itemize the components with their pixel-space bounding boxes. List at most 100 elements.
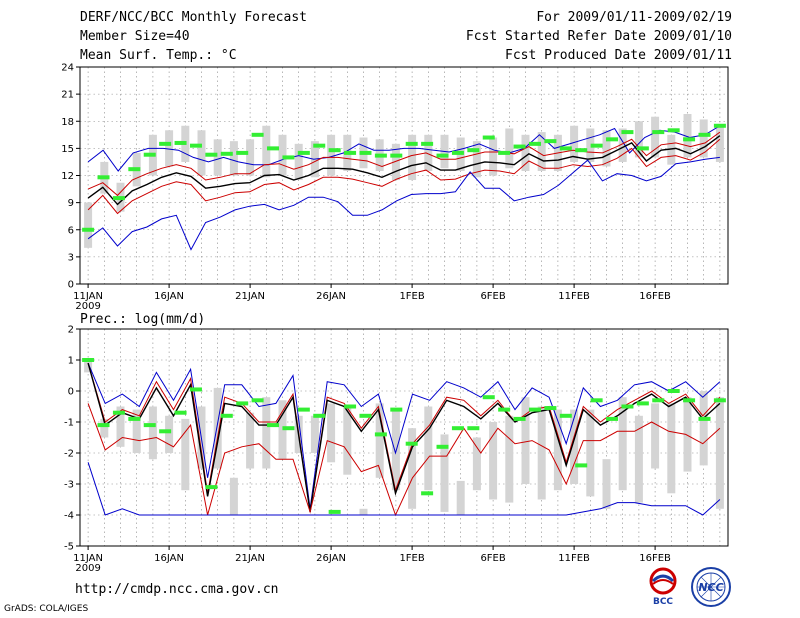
spread-box <box>537 406 546 500</box>
series-line-upper <box>87 131 721 197</box>
obs-marker <box>267 423 280 428</box>
spread-box <box>84 360 93 373</box>
y-tick-label: 0 <box>68 387 74 398</box>
obs-marker <box>713 123 726 128</box>
spread-box <box>246 412 255 469</box>
obs-marker <box>128 167 141 172</box>
produced-date: Fcst Produced Date 2009/01/11 <box>505 48 732 63</box>
spread-box <box>586 409 595 497</box>
x-tick-label: 21JAN <box>235 291 265 302</box>
obs-marker <box>236 401 249 406</box>
obs-marker <box>667 128 680 133</box>
spread-box <box>440 434 449 512</box>
obs-marker <box>374 432 387 437</box>
x-tick-label: 16JAN <box>154 291 184 302</box>
obs-marker <box>390 407 403 412</box>
chart-panel-1: 0 3 6 9 12 15 18 21 24 11JAN 16JAN 21JAN 26JAN 1FEB 6F… <box>61 63 729 312</box>
spread-box <box>489 422 498 500</box>
obs-marker <box>82 358 95 362</box>
obs-marker <box>297 407 310 412</box>
spread-box <box>424 134 433 171</box>
obs-marker <box>698 416 711 421</box>
spread-box <box>424 406 433 491</box>
obs-marker <box>621 130 634 135</box>
x-tick-label: 16FEB <box>639 553 671 564</box>
y-tick-label: -5 <box>64 542 74 553</box>
obs-marker <box>544 406 557 411</box>
series-line-max <box>87 125 721 172</box>
obs-marker <box>606 137 619 142</box>
spread-box <box>521 397 530 484</box>
obs-marker <box>667 389 680 393</box>
obs-marker <box>344 404 357 409</box>
x-tick-label: 1FEB <box>399 553 424 564</box>
spread-box <box>294 143 303 181</box>
obs-marker <box>467 148 480 153</box>
obs-marker <box>405 441 418 446</box>
obs-marker <box>313 143 326 148</box>
spread-box <box>683 114 692 158</box>
bcc-logo-text: BCC <box>653 597 673 606</box>
y-tick-label: 6 <box>68 225 74 236</box>
spread-box <box>505 415 514 503</box>
obs-marker <box>498 407 511 412</box>
spread-box <box>116 406 125 447</box>
spread-box <box>489 137 498 176</box>
source-url[interactable]: http://cmdp.ncc.cma.gov.cn <box>75 582 279 597</box>
obs-marker <box>313 413 326 418</box>
obs-marker <box>159 141 172 146</box>
spread-box <box>651 116 660 158</box>
spread-box <box>181 418 190 491</box>
spread-box <box>343 406 352 475</box>
spread-box <box>683 397 692 472</box>
spread-box <box>359 508 368 515</box>
spread-box <box>375 403 384 478</box>
obs-marker <box>482 395 495 400</box>
obs-marker <box>590 143 603 148</box>
spread-box <box>618 397 627 491</box>
spread-box <box>229 477 238 515</box>
spread-box <box>165 415 174 453</box>
obs-marker <box>267 146 280 151</box>
spread-box <box>715 125 724 162</box>
series-line-min <box>87 156 720 251</box>
spread-box <box>408 134 417 181</box>
obs-marker <box>590 398 603 403</box>
obs-marker <box>713 398 726 403</box>
x-year-label: 2009 <box>75 301 100 312</box>
spread-box <box>148 406 157 460</box>
series-line-mean <box>87 135 721 206</box>
spread-box <box>84 202 93 248</box>
obs-marker <box>344 150 357 155</box>
spread-box <box>327 403 336 463</box>
x-tick-label: 26JAN <box>316 553 346 564</box>
obs-marker <box>636 401 649 406</box>
obs-marker <box>528 407 541 412</box>
obs-marker <box>205 485 218 490</box>
obs-marker <box>451 426 464 431</box>
spread-box <box>634 121 643 158</box>
obs-marker <box>606 416 619 421</box>
member-size: Member Size=40 <box>80 29 190 44</box>
spread-box <box>651 403 660 469</box>
spread-box <box>715 397 724 509</box>
obs-marker <box>683 398 696 403</box>
series-line-max <box>87 362 721 509</box>
spread-box <box>570 409 579 484</box>
y-tick-label: 24 <box>61 63 74 74</box>
obs-marker <box>159 429 172 434</box>
obs-marker <box>652 130 665 135</box>
spread-box <box>213 139 222 176</box>
x-tick-label: 16JAN <box>154 553 184 564</box>
spread-box <box>505 128 514 169</box>
spread-box <box>667 134 676 165</box>
obs-marker <box>220 413 233 418</box>
obs-marker <box>82 227 95 232</box>
obs-marker <box>97 175 110 180</box>
obs-marker <box>559 146 572 151</box>
spread-box <box>586 128 595 162</box>
x-tick-label: 11FEB <box>558 291 590 302</box>
spread-box <box>667 403 676 494</box>
series-line-lower <box>87 138 721 215</box>
x-tick-label: 21JAN <box>235 553 265 564</box>
